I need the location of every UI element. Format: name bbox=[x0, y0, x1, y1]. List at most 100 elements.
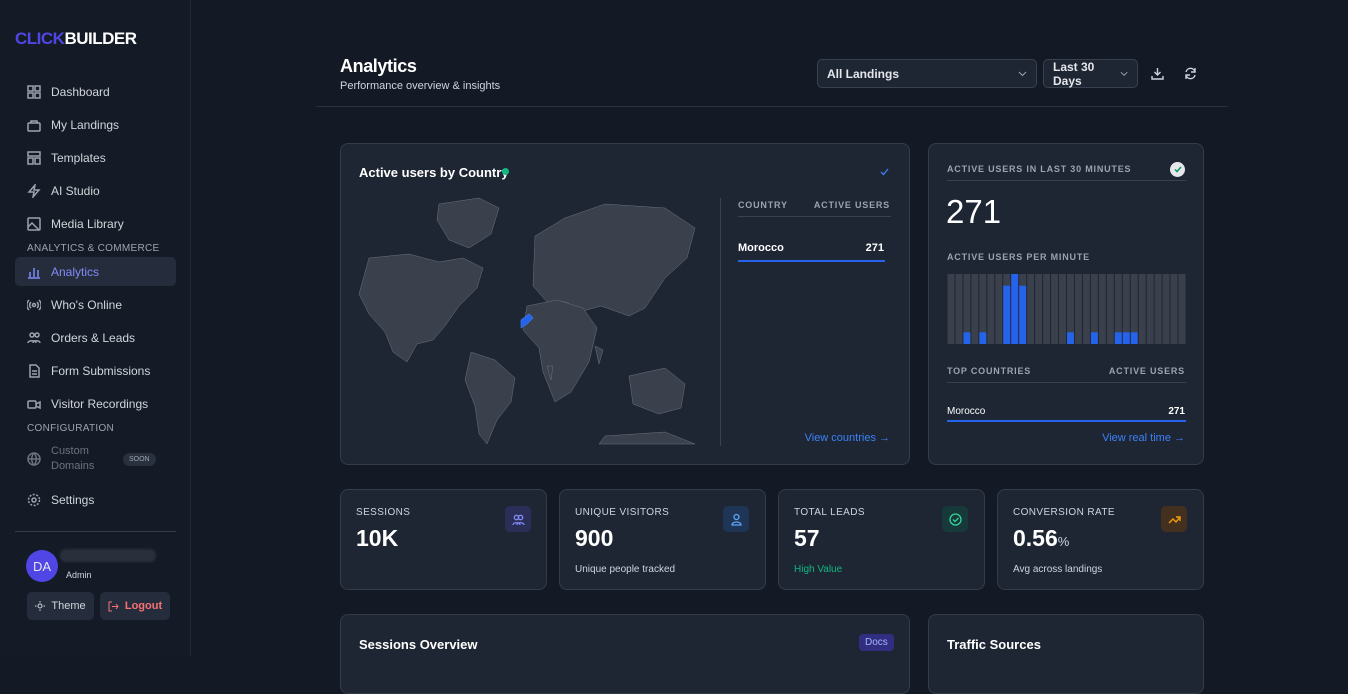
nav-label: Dashboard bbox=[51, 85, 110, 99]
nav-label: Templates bbox=[51, 151, 106, 165]
card-title: Active users by Country bbox=[359, 165, 509, 180]
bar-track bbox=[1043, 274, 1051, 344]
nav-label: Orders & Leads bbox=[51, 331, 136, 345]
brand-first: CLICK bbox=[15, 29, 65, 48]
country-bar bbox=[947, 420, 1186, 422]
brand-second: BUILDER bbox=[64, 29, 137, 48]
refresh-button[interactable] bbox=[1184, 67, 1197, 80]
nav-item[interactable]: Form Submissions bbox=[27, 361, 150, 381]
bar-track bbox=[1154, 274, 1162, 344]
stat-card: SESSIONS 10K bbox=[340, 489, 547, 590]
bar-track bbox=[1035, 274, 1043, 344]
bar-track bbox=[1178, 274, 1186, 344]
nav-label: Analytics bbox=[51, 265, 100, 279]
docs-badge[interactable]: Docs bbox=[859, 634, 894, 651]
bar bbox=[1130, 332, 1138, 344]
stat-icon bbox=[1161, 506, 1187, 532]
nav-item[interactable]: Settings bbox=[27, 490, 94, 510]
stat-card: CONVERSION RATE 0.56% Avg across landing… bbox=[997, 489, 1204, 590]
check-icon bbox=[880, 168, 889, 176]
country-users: 271 bbox=[1168, 406, 1185, 417]
header-divider bbox=[316, 106, 1228, 107]
stat-note: Avg across landings bbox=[1013, 564, 1103, 575]
bar-track bbox=[947, 274, 955, 344]
page: CLICKBUILDER Dashboard My Landings Templ… bbox=[15, 0, 1228, 694]
stat-value: 57 bbox=[794, 525, 820, 551]
view-real-time-link[interactable]: View real time → bbox=[1102, 432, 1185, 444]
bar-track bbox=[1170, 274, 1178, 344]
column-header: COUNTRY bbox=[738, 200, 788, 210]
nav-label: My Landings bbox=[51, 118, 120, 132]
nav-item[interactable]: Visitor Recordings bbox=[27, 394, 148, 414]
avatar[interactable]: DA bbox=[26, 550, 58, 582]
stat-label: UNIQUE VISITORS bbox=[575, 507, 670, 518]
bar bbox=[1019, 285, 1027, 344]
bar bbox=[1011, 274, 1019, 344]
nav-item[interactable]: Orders & Leads bbox=[27, 328, 135, 348]
nav-label: Custom Domains bbox=[51, 445, 95, 472]
nav-item[interactable]: AI Studio bbox=[27, 181, 100, 201]
bar-track bbox=[1106, 274, 1114, 344]
separator bbox=[720, 198, 721, 446]
bar-track bbox=[1074, 274, 1082, 344]
button-label: Logout bbox=[124, 600, 163, 612]
map-card: Active users by Country COUNTRY ACTIVE U… bbox=[340, 143, 910, 465]
country-bar bbox=[738, 260, 885, 262]
bar bbox=[1090, 332, 1098, 344]
brand[interactable]: CLICKBUILDER bbox=[15, 29, 137, 49]
bar-track bbox=[1138, 274, 1146, 344]
bar-track bbox=[955, 274, 963, 344]
bar bbox=[1114, 332, 1122, 344]
bar-track bbox=[1051, 274, 1059, 344]
bar-track bbox=[1130, 274, 1138, 344]
select-value: Last 30 Days bbox=[1053, 59, 1095, 88]
view-countries-link[interactable]: View countries → bbox=[804, 432, 890, 444]
sessions-card: Sessions Overview Docs bbox=[340, 614, 910, 694]
redacted-name bbox=[60, 549, 156, 562]
bar bbox=[1122, 332, 1130, 344]
nav-label: AI Studio bbox=[51, 184, 100, 198]
stat-value: 0.56 bbox=[1013, 525, 1058, 551]
stat-card: TOTAL LEADS 57 High Value bbox=[778, 489, 985, 590]
bar bbox=[979, 332, 987, 344]
nav-label: Who's Online bbox=[51, 298, 122, 312]
per-minute-chart bbox=[947, 274, 1186, 344]
stat-icon bbox=[505, 506, 531, 532]
bar bbox=[1067, 332, 1074, 344]
bar-track bbox=[1027, 274, 1035, 344]
card-title: Traffic Sources bbox=[947, 637, 1041, 652]
realtime-card: ACTIVE USERS IN LAST 30 MINUTES 271 ACTI… bbox=[928, 143, 1204, 465]
country-users: 271 bbox=[865, 242, 884, 254]
country-name: Morocco bbox=[738, 242, 784, 254]
column-header: TOP COUNTRIES bbox=[947, 366, 1032, 376]
nav-label: Form Submissions bbox=[51, 364, 151, 378]
stat-label: SESSIONS bbox=[356, 507, 411, 518]
nav-item[interactable]: Dashboard bbox=[27, 82, 110, 102]
stat-value-wrap: 0.56% bbox=[1013, 525, 1069, 552]
range-select[interactable]: Last 30 Days bbox=[1043, 59, 1138, 88]
bar-track bbox=[1146, 274, 1154, 344]
bar-track bbox=[1082, 274, 1090, 344]
soon-badge: SOON bbox=[123, 452, 156, 466]
check-badge bbox=[1170, 162, 1185, 177]
world-map bbox=[359, 197, 696, 445]
bar-track bbox=[1122, 274, 1130, 344]
logout-button[interactable]: Logout bbox=[100, 592, 170, 620]
traffic-card: Traffic Sources bbox=[928, 614, 1204, 694]
stat-icon bbox=[723, 506, 749, 532]
highlighted-country bbox=[520, 313, 534, 329]
landing-select[interactable]: All Landings bbox=[817, 59, 1037, 88]
theme-button[interactable]: Theme bbox=[27, 592, 94, 620]
stat-unit: % bbox=[1057, 534, 1070, 549]
nav-item[interactable]: Templates bbox=[27, 148, 106, 168]
nav-item[interactable]: My Landings bbox=[27, 115, 119, 135]
nav-item[interactable]: Media Library bbox=[27, 214, 124, 234]
download-button[interactable] bbox=[1151, 67, 1164, 80]
user-role: Admin bbox=[66, 570, 92, 580]
nav-item-active[interactable]: Analytics bbox=[27, 262, 99, 282]
nav-label: Visitor Recordings bbox=[51, 397, 149, 411]
divider bbox=[947, 180, 1186, 181]
nav-item[interactable]: Who's Online bbox=[27, 295, 122, 315]
stat-card: UNIQUE VISITORS 900 Unique people tracke… bbox=[559, 489, 766, 590]
bar-track bbox=[963, 274, 971, 344]
